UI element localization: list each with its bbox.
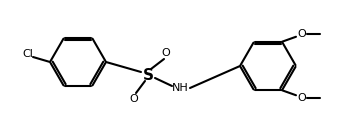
Text: O: O [130, 94, 138, 104]
Text: O: O [162, 48, 170, 58]
Text: O: O [298, 29, 306, 39]
Text: Cl: Cl [23, 49, 33, 59]
Text: O: O [298, 93, 306, 103]
Text: S: S [142, 67, 154, 82]
Text: NH: NH [171, 83, 189, 93]
